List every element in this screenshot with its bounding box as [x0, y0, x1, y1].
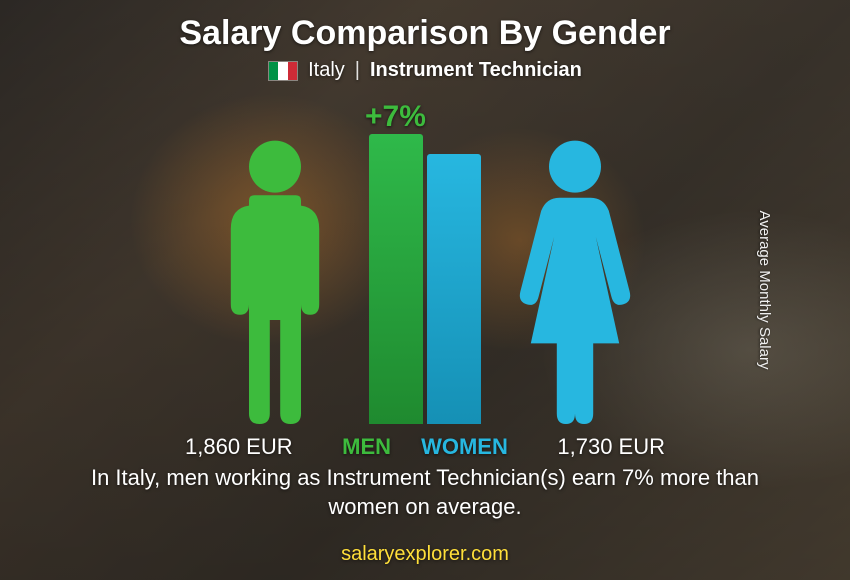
italy-flag-icon	[268, 61, 298, 81]
gender-chart: +7% 1,860 EUR 1,730 EUR MEN WOMEN	[145, 100, 705, 460]
delta-badge: +7%	[365, 100, 426, 134]
bar-group	[369, 134, 481, 424]
women-label: WOMEN	[421, 434, 508, 460]
y-axis-label: Average Monthly Salary	[756, 211, 773, 370]
page-title: Salary Comparison By Gender	[0, 0, 850, 53]
summary-text: In Italy, men working as Instrument Tech…	[55, 463, 795, 522]
male-figure-icon	[210, 138, 340, 424]
infographic-root: Salary Comparison By Gender Italy | Inst…	[0, 0, 850, 580]
country-label: Italy	[308, 59, 345, 82]
separator: |	[355, 59, 360, 82]
subtitle-row: Italy | Instrument Technician	[0, 59, 850, 82]
footer-link[interactable]: salaryexplorer.com	[341, 543, 509, 566]
bar-men	[369, 134, 423, 424]
bar-women	[427, 154, 481, 424]
female-figure-icon	[510, 138, 640, 424]
category-labels: MEN WOMEN	[145, 434, 705, 460]
men-label: MEN	[342, 434, 391, 460]
job-label: Instrument Technician	[370, 59, 582, 82]
